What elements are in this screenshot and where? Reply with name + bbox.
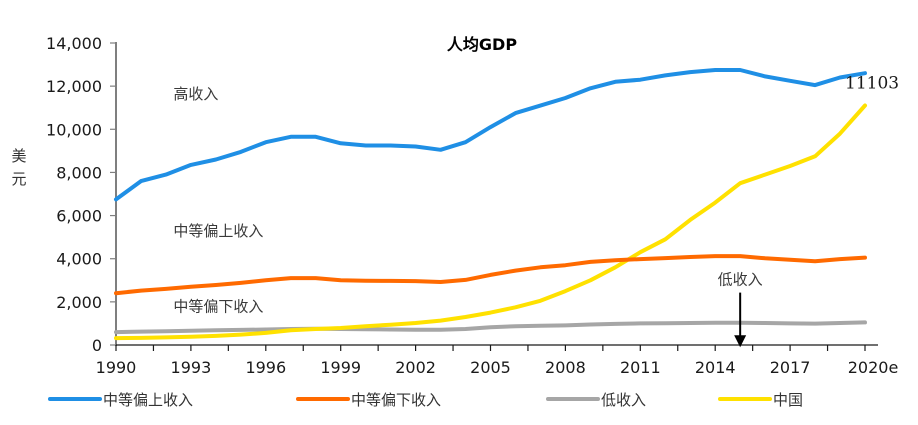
x-axis: 1990 1993 1996 1999 2002 2005 2008 2011 2014 2017… [96, 344, 899, 377]
x-tick-label: 2002 [395, 358, 436, 377]
annotation-label: 中等偏上收入 [173, 222, 263, 240]
y-axis-label-char-2: 元 [11, 170, 26, 188]
y-tick-label: 0 [92, 336, 102, 355]
x-tick-label: 1990 [96, 358, 137, 377]
y-axis: 0 2,000 4,000 6,000 8,000 10,000 12,000 14,000 [46, 34, 117, 355]
y-axis-label-char-1: 美 [11, 147, 26, 165]
y-tick-label: 12,000 [46, 77, 102, 96]
y-tick-label: 10,000 [46, 120, 102, 139]
y-tick-label: 4,000 [56, 250, 102, 269]
x-tick-label: 2014 [695, 358, 736, 377]
x-tick-label: 2008 [545, 358, 586, 377]
series-line-3 [114, 103, 867, 341]
legend-label-3: 中国 [773, 391, 803, 409]
annotation-label: 中等偏下收入 [173, 298, 263, 316]
series-layer [114, 68, 867, 341]
x-tick-label: 2005 [470, 358, 511, 377]
data-value-label: 11103 [845, 73, 899, 93]
x-tick-label: 2011 [620, 358, 661, 377]
y-tick-label: 6,000 [56, 207, 102, 226]
y-tick-label: 8,000 [56, 163, 102, 182]
x-tick-label: 1996 [245, 358, 286, 377]
x-tick-label: 2020e [848, 358, 899, 377]
annotation-arrow-head [734, 335, 747, 348]
y-axis-label: 美 元 [11, 147, 26, 188]
y-tick-label: 2,000 [56, 293, 102, 312]
legend-label-2: 低收入 [601, 391, 646, 409]
series-line-2 [114, 320, 867, 335]
x-tick-label: 1993 [171, 358, 212, 377]
annotation-label: 低收入 [718, 271, 763, 289]
legend-label-0: 中等偏上收入 [103, 391, 193, 409]
y-tick-label: 14,000 [46, 34, 102, 53]
x-tick-label: 1999 [320, 358, 361, 377]
series-line-1 [114, 254, 867, 296]
legend-label-1: 中等偏下收入 [351, 391, 441, 409]
chart-title: 人均GDP [447, 35, 517, 54]
x-tick-label: 2017 [770, 358, 811, 377]
legend: 中等偏上收入 中等偏下收入 低收入 中国 [48, 391, 803, 409]
annotation-label: 高收入 [173, 85, 218, 103]
series-line-0 [114, 68, 867, 202]
